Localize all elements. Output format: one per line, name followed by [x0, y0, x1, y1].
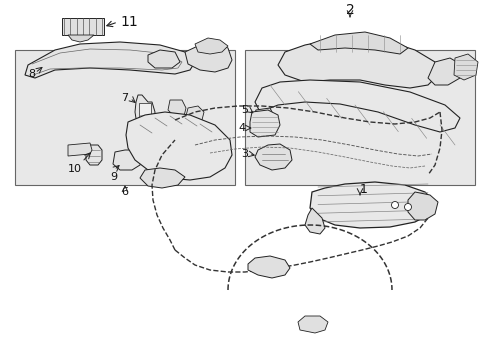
- Text: 7: 7: [121, 93, 128, 103]
- Polygon shape: [305, 208, 325, 234]
- Polygon shape: [252, 108, 273, 125]
- Text: 3: 3: [241, 149, 247, 159]
- Polygon shape: [113, 150, 142, 170]
- Polygon shape: [126, 112, 231, 180]
- Polygon shape: [309, 182, 434, 228]
- Polygon shape: [140, 168, 184, 188]
- Polygon shape: [309, 32, 407, 54]
- Text: 2: 2: [345, 3, 354, 17]
- Polygon shape: [68, 143, 92, 156]
- Polygon shape: [135, 95, 155, 132]
- Polygon shape: [427, 58, 461, 85]
- Text: 1: 1: [359, 184, 367, 197]
- Bar: [15, 50, 235, 185]
- Text: 10: 10: [68, 164, 82, 174]
- Polygon shape: [62, 18, 104, 35]
- Polygon shape: [297, 316, 327, 333]
- Circle shape: [391, 202, 398, 208]
- Polygon shape: [278, 38, 437, 88]
- Polygon shape: [254, 144, 291, 170]
- Polygon shape: [168, 100, 185, 116]
- Text: 9: 9: [110, 172, 117, 182]
- Polygon shape: [86, 145, 102, 165]
- Circle shape: [404, 203, 411, 211]
- Bar: [244, 50, 474, 185]
- Polygon shape: [25, 42, 195, 78]
- Text: 4: 4: [238, 123, 245, 133]
- Polygon shape: [68, 35, 94, 42]
- Polygon shape: [184, 42, 231, 72]
- Bar: [139, 103, 151, 128]
- Polygon shape: [453, 54, 477, 80]
- Text: 11: 11: [120, 15, 138, 29]
- Polygon shape: [249, 110, 280, 137]
- Polygon shape: [254, 80, 459, 132]
- Polygon shape: [247, 256, 289, 278]
- Polygon shape: [148, 50, 180, 68]
- Polygon shape: [407, 192, 437, 220]
- Text: 5: 5: [241, 105, 247, 115]
- Text: 6: 6: [121, 187, 128, 197]
- Polygon shape: [185, 106, 203, 122]
- Polygon shape: [195, 38, 227, 54]
- Text: 8: 8: [28, 69, 35, 79]
